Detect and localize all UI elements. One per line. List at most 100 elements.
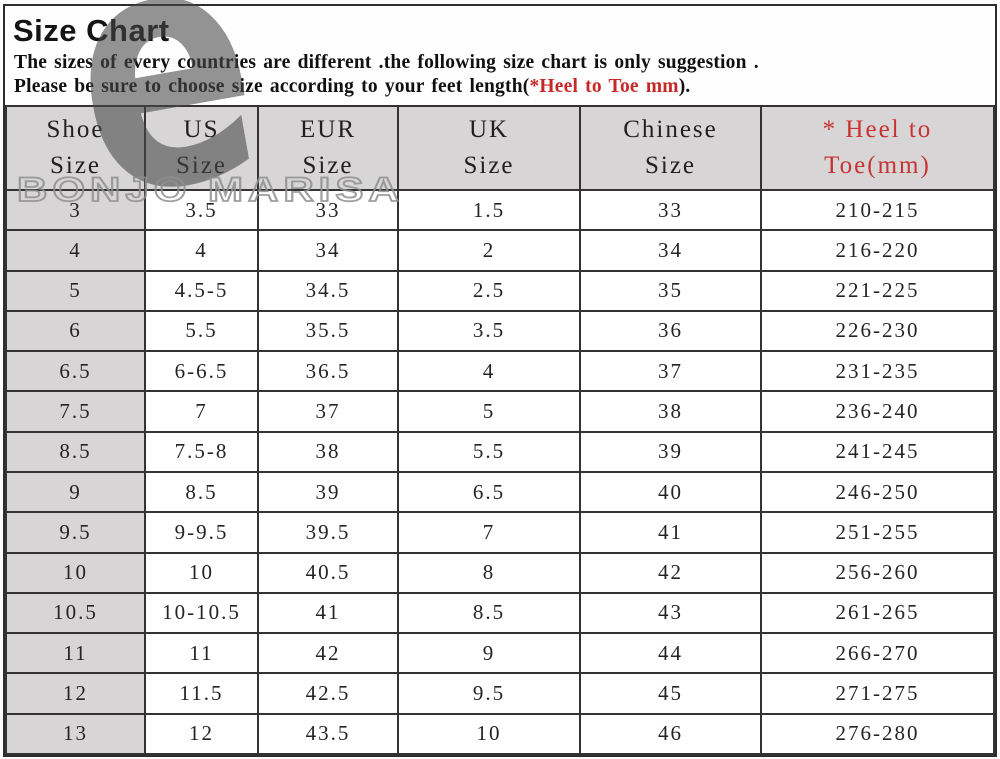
- table-cell: 43: [579, 591, 762, 635]
- table-cell: 241-245: [760, 430, 995, 473]
- table-row: 6 5.5 35.5 3.5 36 226-230: [5, 309, 995, 353]
- table-cell: 8.5: [397, 591, 581, 635]
- table-row: 10.5 10-10.5 41 8.5 43 261-265: [5, 591, 995, 635]
- row-header-cell: 3: [5, 188, 146, 232]
- table-cell: 6.5: [397, 470, 581, 514]
- subtitle-line-1: The sizes of every countries are differe…: [14, 52, 759, 73]
- heel-to-toe-note: *Heel to Toe mm: [529, 76, 679, 97]
- size-table-head: Shoe Size US Size EUR Size UK Size Chinese Size * …: [5, 105, 995, 191]
- table-cell: 39: [579, 430, 762, 473]
- table-cell: 226-230: [760, 309, 995, 353]
- row-header-cell: 6: [5, 309, 146, 353]
- table-cell: 35: [579, 269, 762, 312]
- table-cell: 256-260: [760, 551, 995, 594]
- table-row: 5 4.5-5 34.5 2.5 35 221-225: [5, 269, 995, 312]
- table-cell: 231-235: [760, 350, 995, 393]
- table-cell: 42: [579, 551, 762, 594]
- row-header-cell: 7.5: [5, 390, 146, 433]
- table-cell: 41: [579, 511, 762, 554]
- row-header-cell: 13: [5, 712, 146, 756]
- page-frame: Size Chart The sizes of every countries …: [3, 4, 997, 757]
- table-cell: 44: [579, 632, 762, 675]
- column-header-eur-size: EUR Size: [257, 105, 399, 191]
- table-cell: 276-280: [760, 712, 995, 756]
- row-header-cell: 4: [5, 229, 146, 272]
- table-cell: 38: [257, 430, 399, 473]
- row-header-cell: 5: [5, 269, 146, 312]
- column-header-line2: Size: [49, 152, 102, 179]
- column-header-line1: UK: [468, 116, 510, 143]
- table-cell: 7: [144, 390, 259, 433]
- row-header-cell: 10: [5, 551, 146, 594]
- table-cell: 261-265: [760, 591, 995, 635]
- row-header-cell: 8.5: [5, 430, 146, 473]
- table-cell: 10: [144, 551, 259, 594]
- table-cell: 33: [257, 188, 399, 232]
- table-cell: 251-255: [760, 511, 995, 554]
- column-header-us-size: US Size: [144, 105, 259, 191]
- column-header-line2: Size: [644, 152, 697, 179]
- table-cell: 36: [579, 309, 762, 353]
- table-cell: 37: [257, 390, 399, 433]
- table-cell: 46: [579, 712, 762, 756]
- table-cell: 11: [144, 632, 259, 675]
- table-cell: 2.5: [397, 269, 581, 312]
- table-cell: 35.5: [257, 309, 399, 353]
- table-row: 12 11.5 42.5 9.5 45 271-275: [5, 672, 995, 715]
- row-header-cell: 11: [5, 632, 146, 675]
- column-header-line2: Size: [302, 152, 354, 179]
- column-header-chinese-size: Chinese Size: [579, 105, 762, 191]
- table-cell: 45: [579, 672, 762, 715]
- size-table-wrap: Shoe Size US Size EUR Size UK Size Chinese Size * …: [5, 105, 995, 756]
- table-cell: 4.5-5: [144, 269, 259, 312]
- table-cell: 8.5: [144, 470, 259, 514]
- table-cell: 266-270: [760, 632, 995, 675]
- header-row: Shoe Size US Size EUR Size UK Size Chinese Size * …: [5, 105, 995, 191]
- column-header-line1: EUR: [300, 116, 356, 143]
- table-cell: 39: [257, 470, 399, 514]
- table-cell: 221-225: [760, 269, 995, 312]
- table-cell: 38: [579, 390, 762, 433]
- column-header-line2: Toe(mm): [824, 152, 931, 179]
- table-cell: 3.5: [397, 309, 581, 353]
- table-cell: 7: [397, 511, 581, 554]
- table-cell: 7.5-8: [144, 430, 259, 473]
- table-row: 8.5 7.5-8 38 5.5 39 241-245: [5, 430, 995, 473]
- table-cell: 5.5: [397, 430, 581, 473]
- table-cell: 34: [257, 229, 399, 272]
- subtitle-line-2: Please be sure to choose size according …: [14, 75, 989, 99]
- row-header-cell: 9: [5, 470, 146, 514]
- table-row: 9 8.5 39 6.5 40 246-250: [5, 470, 995, 514]
- column-header-line1: Chinese: [623, 116, 718, 143]
- table-cell: 2: [397, 229, 581, 272]
- table-cell: 39.5: [257, 511, 399, 554]
- table-row: 13 12 43.5 10 46 276-280: [5, 712, 995, 756]
- table-cell: 4: [144, 229, 259, 272]
- table-cell: 34.5: [257, 269, 399, 312]
- table-cell: 9: [397, 632, 581, 675]
- size-table: Shoe Size US Size EUR Size UK Size Chinese Size * …: [5, 105, 995, 756]
- column-header-line1: US: [183, 116, 220, 143]
- table-cell: 10: [397, 712, 581, 756]
- table-cell: 8: [397, 551, 581, 594]
- table-cell: 43.5: [257, 712, 399, 756]
- table-row: 6.5 6-6.5 36.5 4 37 231-235: [5, 350, 995, 393]
- page-title: Size Chart: [13, 13, 170, 48]
- table-cell: 9.5: [397, 672, 581, 715]
- row-header-cell: 6.5: [5, 350, 146, 393]
- table-cell: 210-215: [760, 188, 995, 232]
- column-header-line1: * Heel to: [822, 116, 933, 143]
- table-cell: 41: [257, 591, 399, 635]
- table-row: 10 10 40.5 8 42 256-260: [5, 551, 995, 594]
- subtitle-line-2-suffix: ).: [678, 76, 691, 97]
- subtitle-line-2-prefix: Please be sure to choose size according …: [14, 76, 530, 97]
- column-header-line2: Size: [175, 152, 228, 179]
- table-cell: 36.5: [257, 350, 399, 393]
- title-block: Size Chart The sizes of every countries …: [5, 6, 995, 105]
- table-cell: 9-9.5: [144, 511, 259, 554]
- table-cell: 42: [257, 632, 399, 675]
- table-row: 4 4 34 2 34 216-220: [5, 229, 995, 272]
- table-cell: 246-250: [760, 470, 995, 514]
- table-cell: 10-10.5: [144, 591, 259, 635]
- table-cell: 5: [397, 390, 581, 433]
